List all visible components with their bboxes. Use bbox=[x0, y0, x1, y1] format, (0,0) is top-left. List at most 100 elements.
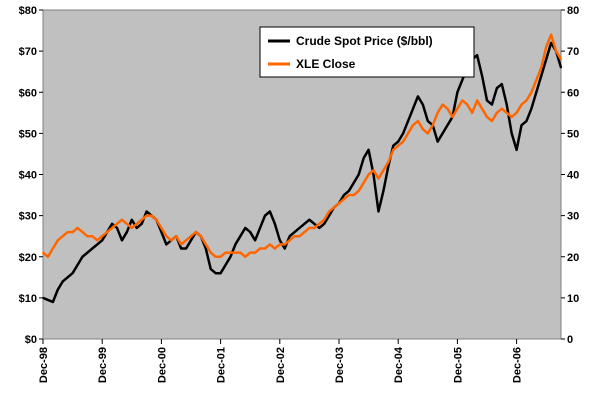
series-2-point bbox=[150, 214, 153, 217]
left-y-tick-label: $80 bbox=[19, 5, 37, 17]
left-y-tick-label: $20 bbox=[19, 252, 37, 264]
series-2-point bbox=[338, 202, 340, 205]
series-2-point bbox=[111, 227, 113, 229]
series-1-point bbox=[140, 222, 143, 225]
x-axis: Dec-98 Dec-99 Dec-00 Dec-01 Dec-02 Dec-03 Dec-… bbox=[38, 339, 524, 383]
series-1-point bbox=[185, 247, 187, 250]
series-1-point bbox=[540, 74, 543, 77]
left-y-tick-label: $0 bbox=[25, 334, 37, 346]
series-1-point bbox=[323, 222, 326, 225]
series-2-point bbox=[125, 222, 128, 225]
series-2-point bbox=[96, 239, 99, 242]
series-2-point bbox=[264, 247, 266, 250]
series-1-point bbox=[313, 222, 316, 225]
series-1-point bbox=[145, 210, 148, 213]
series-2-point bbox=[387, 161, 390, 164]
x-tick-label: Dec-03 bbox=[334, 347, 346, 383]
series-2-point bbox=[121, 218, 123, 221]
series-2-point bbox=[278, 243, 281, 246]
x-tick-label: Dec-01 bbox=[216, 347, 228, 383]
series-1-point bbox=[318, 227, 321, 229]
series-1-point bbox=[96, 243, 99, 246]
series-2-point bbox=[352, 194, 355, 196]
series-2-point bbox=[367, 173, 370, 176]
series-2-point bbox=[180, 243, 183, 246]
series-line-2 bbox=[42, 33, 563, 258]
series-2-point bbox=[135, 222, 138, 225]
series-1-point bbox=[426, 120, 429, 122]
series-2-point bbox=[530, 91, 533, 94]
series-1-point bbox=[412, 107, 414, 110]
series-2-point bbox=[466, 103, 469, 106]
series-1-point bbox=[273, 222, 276, 225]
series-2-point bbox=[535, 79, 538, 81]
series-1-point bbox=[402, 132, 405, 135]
series-1-point bbox=[382, 190, 385, 192]
series-1-point bbox=[56, 288, 59, 291]
series-1-point bbox=[91, 247, 94, 250]
series-2-point bbox=[175, 235, 178, 238]
series-1-point bbox=[209, 268, 212, 270]
series-2-point bbox=[234, 251, 237, 254]
series-2-point bbox=[66, 231, 69, 233]
series-1-point bbox=[86, 251, 89, 254]
series-1-point bbox=[224, 264, 227, 266]
series-2-point bbox=[254, 251, 257, 254]
series-1-point bbox=[165, 243, 168, 246]
series-2-point bbox=[273, 247, 276, 250]
series-2-point bbox=[283, 243, 286, 246]
series-2-point bbox=[209, 251, 212, 254]
series-1-point bbox=[204, 247, 207, 250]
series-2-point bbox=[269, 243, 271, 246]
series-1-point bbox=[76, 264, 79, 266]
series-1-point bbox=[530, 107, 533, 110]
series-2-point bbox=[56, 239, 59, 242]
series-1-point bbox=[560, 66, 562, 69]
legend-box bbox=[259, 26, 475, 78]
series-2-point bbox=[313, 227, 316, 229]
series-1-point bbox=[515, 148, 518, 151]
series-1-point bbox=[61, 280, 64, 283]
series-2-point bbox=[555, 50, 557, 53]
series-2-point bbox=[397, 144, 400, 147]
series-1-point bbox=[520, 124, 523, 127]
left-y-tick-label: $70 bbox=[19, 46, 37, 58]
series-1-point bbox=[343, 194, 345, 196]
series-2-point bbox=[293, 235, 296, 238]
series-1-point bbox=[71, 272, 74, 275]
series-2-point bbox=[372, 169, 375, 172]
series-1-point bbox=[446, 124, 449, 127]
series-2-point bbox=[199, 235, 202, 238]
series-2-point bbox=[476, 99, 479, 102]
series-1-point bbox=[116, 227, 118, 229]
series-1-point bbox=[249, 231, 252, 233]
series-2-point bbox=[421, 128, 424, 131]
left-y-tick-label: $10 bbox=[19, 293, 37, 305]
series-2-point bbox=[441, 103, 444, 106]
series-2-point bbox=[505, 111, 508, 114]
series-2-point bbox=[446, 107, 449, 110]
right-y-axis: 0 10 20 30 40 50 60 70 80 bbox=[561, 5, 579, 346]
series-2-point bbox=[224, 251, 227, 254]
right-y-tick-label: 30 bbox=[567, 211, 579, 223]
series-2-point bbox=[550, 33, 553, 36]
series-1-point bbox=[101, 239, 104, 242]
series-1-point bbox=[328, 214, 331, 217]
x-tick-label: Dec-99 bbox=[97, 347, 109, 383]
series-2-point bbox=[382, 169, 385, 172]
series-1-point bbox=[303, 222, 306, 225]
x-tick-label: Dec-04 bbox=[393, 346, 405, 383]
series-1-point bbox=[66, 276, 69, 279]
legend: Crude Spot Price ($/bbl) XLE Close bbox=[259, 26, 475, 78]
x-tick-label: Dec-05 bbox=[452, 347, 464, 383]
series-1-point bbox=[160, 231, 163, 233]
series-2-point bbox=[303, 231, 306, 233]
series-2-point bbox=[145, 214, 148, 217]
series-2-point bbox=[500, 107, 503, 110]
series-2-point bbox=[491, 120, 493, 122]
series-2-point bbox=[165, 235, 168, 238]
series-1-point bbox=[214, 272, 217, 275]
series-2-point bbox=[51, 247, 54, 250]
series-1-point bbox=[298, 227, 301, 229]
